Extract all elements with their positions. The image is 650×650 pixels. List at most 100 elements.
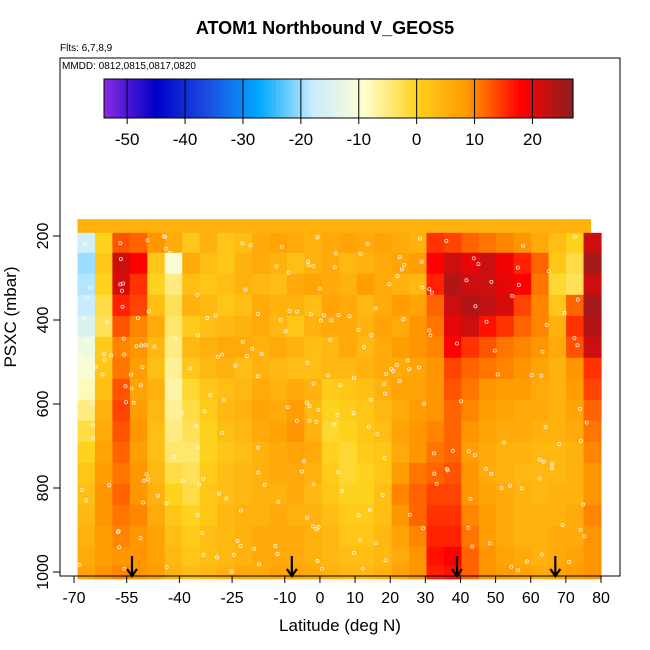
sample-marker — [109, 353, 114, 358]
sample-marker — [259, 351, 264, 356]
heatmap-cell — [147, 462, 166, 485]
sample-marker — [434, 481, 439, 486]
heatmap-cell — [496, 378, 515, 401]
colorbar-segment — [260, 79, 265, 118]
sample-marker — [138, 383, 143, 388]
heatmap-cell — [94, 420, 114, 443]
heatmap-cell — [234, 565, 253, 580]
heatmap-cell — [426, 294, 445, 317]
sample-marker — [581, 502, 586, 507]
heatmap-cell — [234, 336, 253, 359]
sample-marker — [238, 508, 243, 513]
sample-marker — [380, 492, 385, 497]
heatmap-cell — [321, 232, 340, 254]
heatmap-cell — [409, 525, 428, 548]
sample-marker — [407, 512, 412, 517]
heatmap-cell — [461, 219, 480, 234]
heatmap-cell — [199, 441, 218, 464]
heatmap-cell — [426, 504, 445, 527]
heatmap-cell — [478, 504, 497, 527]
heatmap-cell — [356, 357, 375, 380]
heatmap-cell — [356, 483, 375, 506]
sample-marker — [122, 566, 127, 571]
heatmap-cell — [77, 462, 96, 485]
sample-marker — [118, 282, 123, 287]
heatmap-cell — [443, 252, 462, 275]
heatmap-cell — [199, 273, 218, 296]
heatmap-cell — [252, 315, 271, 338]
sample-marker — [419, 259, 424, 264]
heatmap-cell — [199, 483, 218, 506]
heatmap-cell — [566, 399, 585, 422]
colorbar-segment — [487, 79, 492, 118]
heatmap-cell — [182, 441, 201, 464]
colorbar-segment — [569, 79, 574, 118]
heatmap-cell — [234, 441, 253, 464]
heatmap-cell — [496, 232, 515, 254]
heatmap-cell — [583, 441, 602, 464]
heatmap-cell — [94, 219, 114, 234]
heatmap-cell — [252, 565, 271, 580]
heatmap-cell — [548, 315, 567, 338]
heatmap-cell — [426, 315, 445, 338]
heatmap-cell — [443, 462, 462, 485]
sample-marker — [335, 412, 340, 417]
heatmap-cell — [374, 483, 393, 506]
heatmap-cell — [461, 357, 480, 380]
heatmap-cell — [217, 252, 236, 275]
heatmap-cell — [566, 252, 585, 275]
x-tick-label: 0 — [315, 590, 324, 607]
y-axis-label: PSXC (mbar) — [1, 266, 20, 367]
heatmap-cell — [426, 232, 445, 254]
heatmap-cell — [147, 252, 166, 275]
heatmap-cell — [304, 232, 323, 254]
sample-marker — [171, 454, 176, 459]
heatmap-cell — [269, 483, 288, 506]
sample-marker — [299, 469, 304, 474]
heatmap-cell — [374, 273, 393, 296]
heatmap-cell — [269, 420, 288, 443]
colorbar-segment — [166, 79, 172, 118]
heatmap-cell — [217, 546, 236, 567]
sample-marker — [339, 488, 344, 493]
heatmap-cell — [129, 294, 148, 317]
sample-marker — [405, 358, 410, 363]
chart-title: ATOM1 Northbound V_GEOS5 — [195, 18, 455, 38]
colorbar-segment — [526, 79, 531, 118]
sample-marker — [382, 456, 387, 461]
heatmap-cell — [182, 294, 201, 317]
sample-marker — [307, 404, 312, 409]
colorbar-segment — [154, 79, 160, 118]
colorbar-segment — [514, 79, 519, 118]
heatmap-cell — [496, 252, 515, 275]
heatmap-cell — [304, 315, 323, 338]
sample-marker — [306, 262, 311, 267]
heatmap-cell — [112, 441, 131, 464]
colorbar-segment — [143, 79, 148, 118]
heatmap-cell — [269, 462, 288, 485]
heatmap-cell — [461, 336, 480, 359]
sample-marker — [308, 312, 313, 317]
heatmap-cell — [461, 315, 480, 338]
heatmap-cell — [269, 441, 288, 464]
heatmap-cell — [356, 378, 375, 401]
colorbar-segment — [346, 79, 351, 118]
heatmap-cell — [583, 483, 602, 506]
heatmap-cell — [234, 294, 253, 317]
colorbar-segment — [307, 79, 312, 118]
heatmap-cell — [164, 546, 183, 567]
heatmap-cell — [321, 315, 340, 338]
heatmap-cell — [147, 294, 166, 317]
heatmap-cell — [129, 399, 148, 422]
heatmap-cell — [286, 232, 305, 254]
heatmap-cell — [478, 525, 497, 548]
colorbar-segment — [248, 79, 254, 118]
heatmap-cell — [304, 483, 323, 506]
heatmap-cell — [129, 546, 148, 567]
heatmap-cell — [461, 273, 480, 296]
sample-marker — [75, 397, 80, 402]
colorbar-segment — [428, 79, 433, 118]
heatmap-cell — [252, 378, 271, 401]
x-axis: -70 -55 -40 -25 -10 0 10 20 30 40 50 60 70 80 — [62, 576, 610, 607]
heatmap-cell — [409, 378, 428, 401]
